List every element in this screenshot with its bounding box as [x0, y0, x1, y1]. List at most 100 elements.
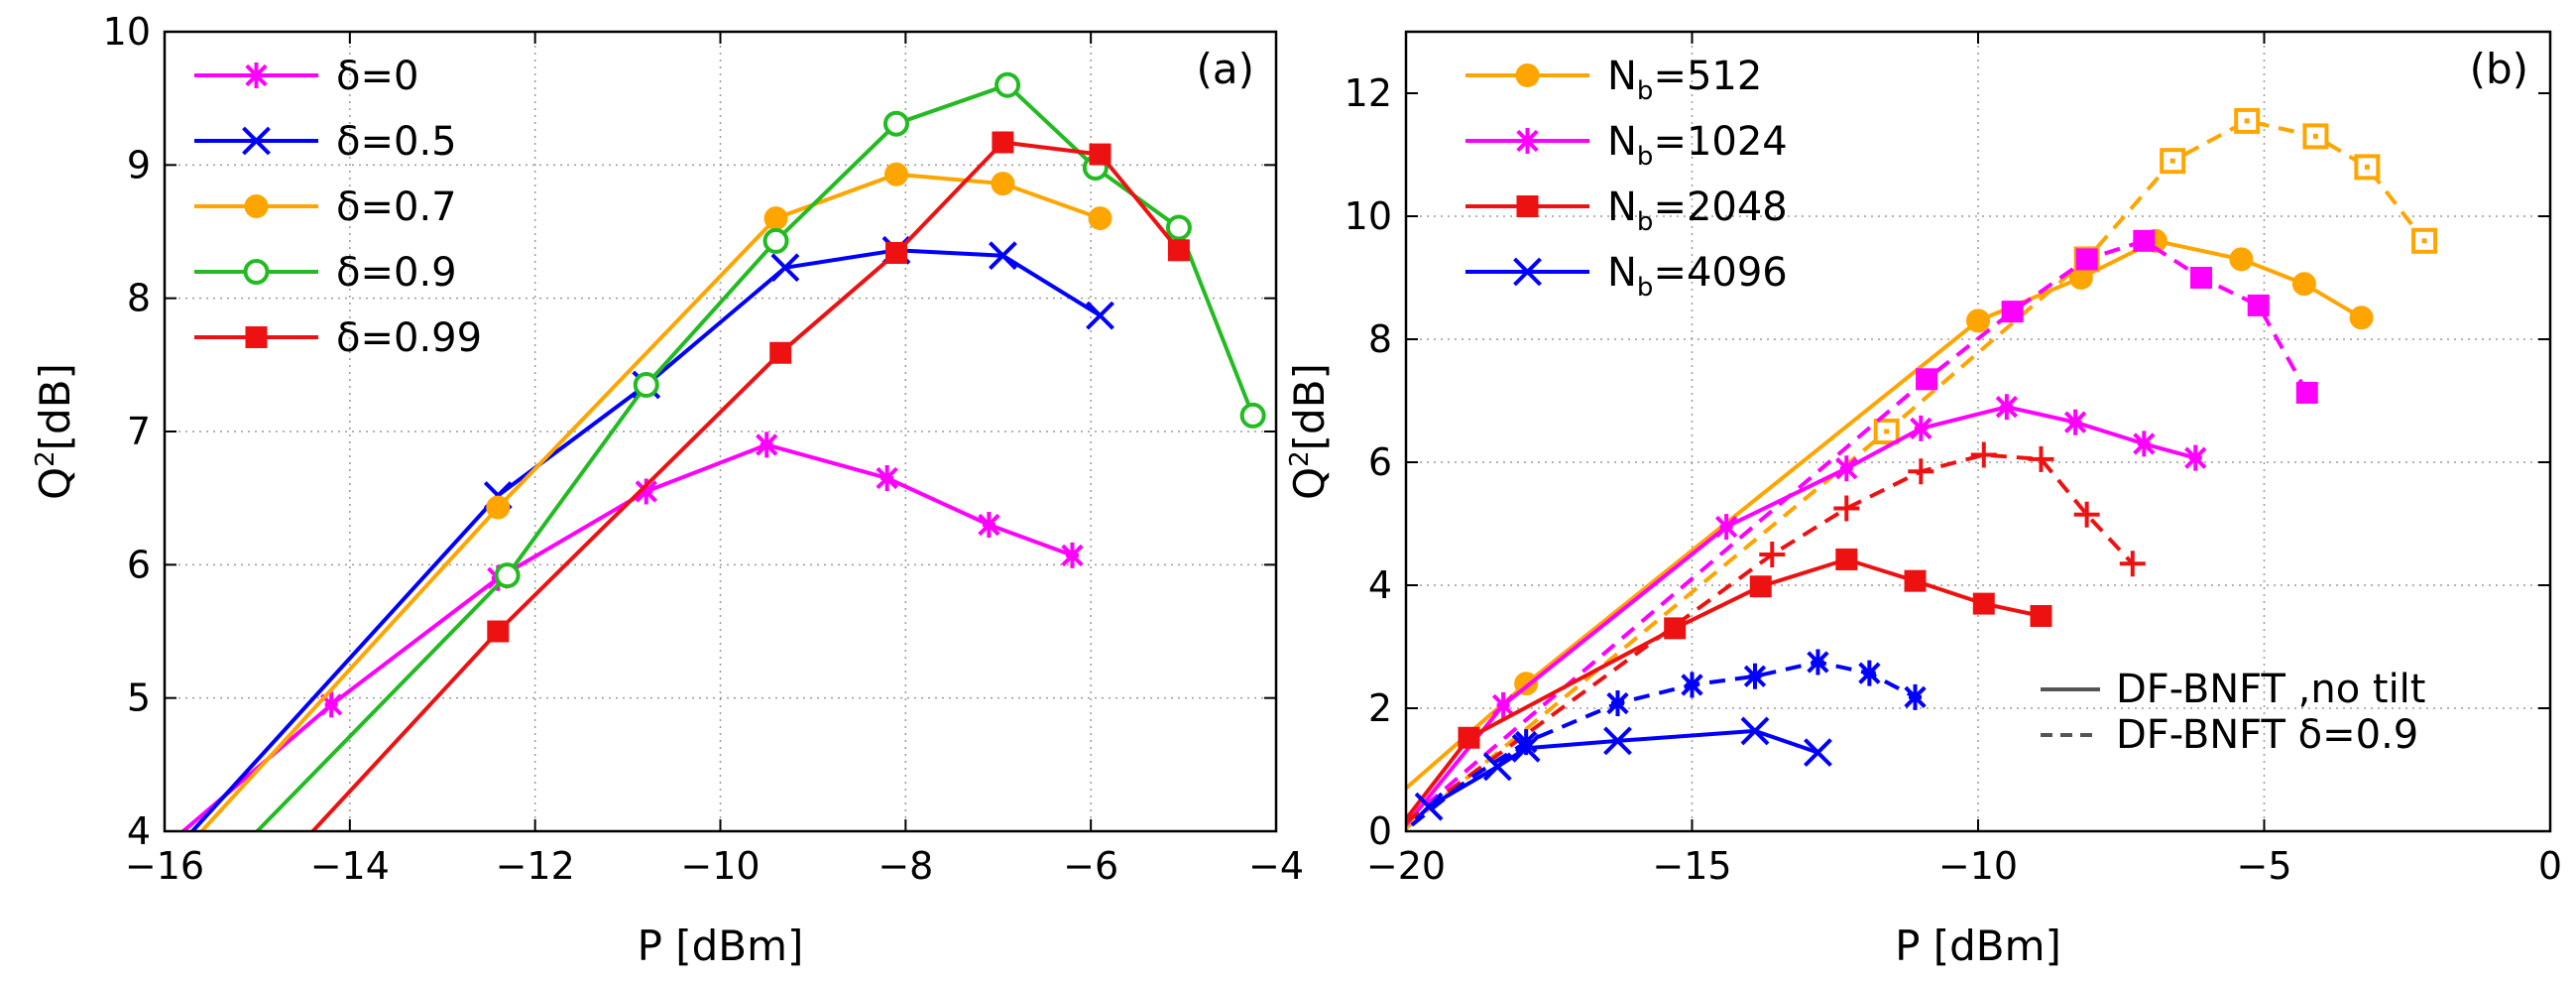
series-line	[1406, 557, 2042, 820]
legend-marker	[1516, 195, 1539, 217]
y-tick-label: 12	[1345, 71, 1392, 115]
data-point	[1995, 394, 2019, 421]
series-0	[1406, 228, 2374, 791]
legend-label-sub: b	[1637, 142, 1654, 172]
data-point	[989, 241, 1017, 271]
panel-tag: (b)	[2470, 45, 2528, 93]
series-2	[199, 162, 1112, 831]
x-tick-label: −15	[1652, 844, 1731, 888]
data-point	[1916, 368, 1938, 391]
data-point	[1858, 660, 1881, 686]
series-2	[1406, 394, 2207, 827]
y-axis-label-sup: 2	[1285, 450, 1315, 467]
series-line	[199, 172, 1102, 831]
data-point-dot	[1884, 429, 1890, 434]
legend-label-rest: =2048	[1653, 184, 1787, 230]
data-point	[2001, 301, 2024, 323]
data-point	[633, 371, 659, 398]
y-tick-label: 9	[127, 143, 151, 186]
data-point	[2354, 154, 2381, 181]
data-point	[995, 71, 1021, 98]
y-axis-label: Q2[dB]	[31, 363, 79, 500]
series-4	[311, 131, 1190, 831]
data-point	[1833, 495, 1860, 522]
data-point	[1088, 206, 1112, 231]
data-point	[1414, 792, 1444, 821]
data-point	[2302, 123, 2329, 150]
series-1	[190, 235, 1114, 831]
series-6	[1414, 716, 1832, 821]
legend-label: δ=0.5	[336, 119, 457, 165]
legend-label: Nb=1024	[1607, 119, 1788, 172]
data-point-dot	[2312, 133, 2318, 139]
data-point	[1807, 649, 1829, 676]
data-point	[1167, 239, 1190, 262]
data-point	[2119, 551, 2146, 577]
x-axis-label: P [dBm]	[638, 922, 804, 970]
legend-marker	[245, 62, 268, 88]
y-axis-label: Q2[dB]	[1285, 363, 1334, 500]
y-tick-label: 4	[127, 809, 151, 853]
x-tick-label: −8	[878, 844, 933, 888]
legend-label-rest: =512	[1653, 54, 1762, 99]
data-point	[2160, 148, 2186, 175]
y-tick-label: 0	[1368, 809, 1392, 853]
data-point	[884, 241, 907, 264]
data-point	[1835, 548, 1858, 570]
series-line	[311, 140, 1181, 831]
x-axis-label: P [dBm]	[1895, 922, 2061, 970]
data-point	[2028, 445, 2054, 472]
plot-frame	[163, 30, 1278, 833]
data-point	[763, 206, 788, 231]
legend-marker	[1513, 257, 1542, 287]
panel-tag: (a)	[1196, 45, 1254, 93]
data-point	[1061, 542, 1084, 568]
data-point	[1904, 683, 1927, 710]
data-point	[1759, 542, 1786, 567]
data-point	[1714, 514, 1738, 541]
data-point	[756, 431, 778, 458]
data-point	[991, 172, 1015, 196]
data-point-dot	[2169, 158, 2175, 164]
data-point	[2234, 107, 2261, 134]
legend: δ=0 δ=0.5 δ=0.7 δ=0.9 δ=0.99	[194, 54, 482, 361]
x-tick-label: −20	[1366, 844, 1446, 888]
data-point	[2190, 267, 2213, 289]
data-point	[1804, 738, 1832, 768]
data-point	[1740, 716, 1770, 746]
legend-label-main: N	[1607, 119, 1637, 165]
data-point	[1515, 729, 1538, 756]
series-5	[1406, 441, 2146, 824]
y-tick-label: 8	[127, 277, 151, 320]
legend-label-sub: b	[1637, 76, 1654, 106]
data-point	[2184, 444, 2207, 471]
series-3	[255, 71, 1266, 831]
legend-label-rest: =4096	[1653, 250, 1787, 296]
data-point	[762, 227, 789, 254]
data-point	[1086, 301, 1114, 330]
series-line	[1406, 405, 2196, 827]
series-line	[1410, 660, 1917, 827]
legend-label: δ=0.7	[336, 184, 457, 230]
series-line	[190, 248, 1102, 831]
y-axis-label-rest: [dB]	[31, 363, 79, 450]
series-line	[1428, 728, 1819, 808]
x-tick-label: −12	[496, 844, 575, 888]
data-point	[1908, 458, 1934, 485]
legend-label-rest: =1024	[1653, 119, 1787, 165]
series-group	[1406, 107, 2438, 830]
data-point	[1966, 308, 1990, 333]
data-point	[2073, 501, 2100, 528]
data-point	[1482, 752, 1512, 782]
series-line	[181, 442, 1074, 831]
data-point-dot	[2244, 118, 2250, 124]
data-point	[1743, 663, 1767, 689]
x-tick-label: −6	[1063, 844, 1118, 888]
y-tick-label: 7	[127, 410, 151, 453]
data-point	[1089, 143, 1112, 166]
data-point	[1749, 575, 1772, 598]
data-point	[2295, 381, 2318, 404]
